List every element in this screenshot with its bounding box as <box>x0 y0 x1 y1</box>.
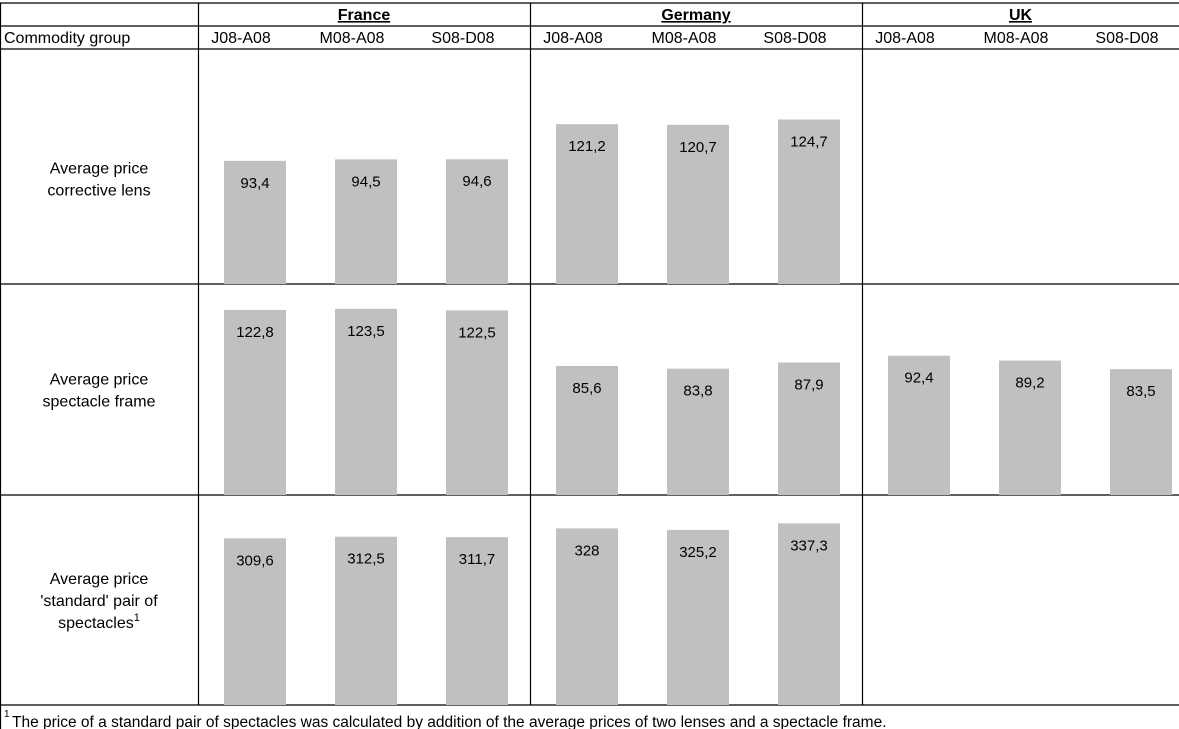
bar-germany-j08-a08 <box>556 365 618 495</box>
bar-france-s08-d08 <box>446 537 508 705</box>
bar-france-j08-a08 <box>224 309 286 495</box>
bar-uk-j08-a08 <box>888 355 950 495</box>
period-header-france-m08-a08: M08-A08 <box>320 30 385 47</box>
row-label-line: Average price <box>50 161 149 178</box>
commodity-group-header: Commodity group <box>4 30 130 47</box>
commodity-row-1: Average price corrective lens 93,4 94,5 94,6… <box>47 119 840 284</box>
bar-france-m08-a08 <box>335 159 397 284</box>
bar-value-label: 93,4 <box>240 175 269 192</box>
country-header-germany: Germany <box>661 7 730 24</box>
bar-germany-j08-a08 <box>556 528 618 705</box>
bar-france-j08-a08 <box>224 538 286 705</box>
period-header-france-j08-a08: J08-A08 <box>211 30 271 47</box>
row-label-line: spectacles1 <box>58 612 140 632</box>
bar-value-label: 337,3 <box>790 537 828 554</box>
bar-value-label: 121,2 <box>568 138 606 155</box>
bar-france-m08-a08 <box>335 308 397 495</box>
bar-germany-s08-d08 <box>778 362 840 495</box>
bar-france-m08-a08 <box>335 536 397 705</box>
footnote-text: The price of a standard pair of spectacl… <box>12 714 887 729</box>
period-header-germany-m08-a08: M08-A08 <box>652 30 717 47</box>
bar-value-label: 83,5 <box>1126 383 1155 400</box>
bar-value-label: 325,2 <box>679 544 717 561</box>
bar-value-label: 124,7 <box>790 134 828 151</box>
bar-value-label: 309,6 <box>236 552 274 569</box>
bar-france-s08-d08 <box>446 159 508 284</box>
bar-value-label: 94,6 <box>462 173 491 190</box>
row-label-line: Average price <box>50 571 149 588</box>
bar-germany-j08-a08 <box>556 124 618 284</box>
row-label-line: Average price <box>50 372 149 389</box>
bar-germany-s08-d08 <box>778 523 840 705</box>
bar-value-label: 122,5 <box>458 324 496 341</box>
period-header-germany-j08-a08: J08-A08 <box>543 30 603 47</box>
bar-germany-m08-a08 <box>667 124 729 284</box>
bar-germany-m08-a08 <box>667 529 729 705</box>
row-label-superscript: 1 <box>134 612 140 624</box>
row-label-line: corrective lens <box>47 183 150 200</box>
bar-value-label: 85,6 <box>572 380 601 397</box>
footnote: 1 The price of a standard pair of specta… <box>4 709 887 729</box>
row-label-line: 'standard' pair of <box>40 593 158 610</box>
bar-value-label: 311,7 <box>459 551 495 568</box>
period-header-germany-s08-d08: S08-D08 <box>763 30 826 47</box>
period-header-france-s08-d08: S08-D08 <box>431 30 494 47</box>
bar-value-label: 94,5 <box>351 173 380 190</box>
bar-france-j08-a08 <box>224 160 286 284</box>
bar-value-label: 87,9 <box>794 377 823 394</box>
country-header-uk: UK <box>1009 7 1033 24</box>
bar-value-label: 120,7 <box>679 139 717 156</box>
period-header-uk-m08-a08: M08-A08 <box>984 30 1049 47</box>
bar-value-label: 89,2 <box>1015 375 1044 392</box>
bar-value-label: 123,5 <box>347 323 385 340</box>
bar-germany-s08-d08 <box>778 119 840 284</box>
bar-value-label: 92,4 <box>904 370 933 387</box>
bar-france-s08-d08 <box>446 310 508 495</box>
table-rows: Average price corrective lens 93,4 94,5 94,6… <box>40 119 1172 705</box>
table-header: France Germany UK Commodity group J08-A08 M08… <box>4 7 1159 47</box>
bar-value-label: 312,5 <box>347 551 385 568</box>
bar-value-label: 122,8 <box>236 324 274 341</box>
bar-uk-s08-d08 <box>1110 369 1172 495</box>
period-header-uk-j08-a08: J08-A08 <box>875 30 935 47</box>
row-label-line: spectacle frame <box>43 394 156 411</box>
bar-value-label: 328 <box>574 542 599 559</box>
period-header-uk-s08-d08: S08-D08 <box>1095 30 1158 47</box>
footnote-marker: 1 <box>4 709 10 720</box>
bar-value-label: 83,8 <box>683 383 712 400</box>
bar-uk-m08-a08 <box>999 360 1061 495</box>
commodity-row-3: Average price 'standard' pair of spectacle… <box>40 523 840 705</box>
country-header-france: France <box>338 7 391 24</box>
bar-germany-m08-a08 <box>667 368 729 495</box>
commodity-row-2: Average price spectacle frame 122,8 123,5 12… <box>43 308 1172 495</box>
